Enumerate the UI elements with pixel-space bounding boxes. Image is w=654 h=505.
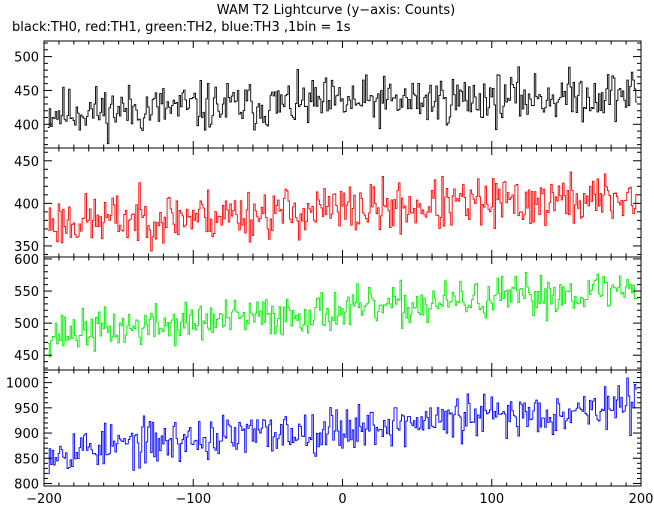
y-tick-label: 950	[14, 402, 39, 417]
panels-group: 400 450 500 350 400 450 450 500 550 600 800 850 900 9…	[6, 40, 642, 492]
panel-frame	[43, 40, 642, 149]
chart-title: WAM T2 Lightcurve (y−axis: Counts)	[217, 3, 455, 18]
y-tick-label: 350	[14, 240, 39, 255]
series-line-th3	[47, 377, 638, 475]
x-tick-label: 0	[338, 492, 346, 505]
panel-th2: 450 500 550 600	[14, 253, 642, 371]
y-tick-label: 600	[14, 253, 39, 268]
y-tick-label: 900	[14, 427, 39, 442]
x-axis-tick-labels: −200 −100 0 100 200	[26, 492, 653, 505]
series-line-th2	[47, 272, 638, 358]
x-tick-label: −200	[26, 492, 62, 505]
series-line-th0	[47, 66, 638, 145]
panel-th3: 800 850 900 950 1000	[6, 369, 642, 492]
y-tick-label: 450	[14, 349, 39, 364]
y-tick-label: 450	[14, 84, 39, 99]
panel-frame	[43, 369, 642, 487]
chart-subtitle: black:TH0, red:TH1, green:TH2, blue:TH3 …	[12, 20, 351, 35]
y-tick-label: 400	[14, 118, 39, 133]
panel-frame	[43, 256, 642, 371]
y-tick-label: 450	[14, 155, 39, 170]
y-tick-label: 500	[14, 317, 39, 332]
y-tick-label: 400	[14, 197, 39, 212]
y-tick-label: 500	[14, 51, 39, 66]
x-tick-label: −100	[175, 492, 211, 505]
y-tick-label: 800	[14, 477, 39, 492]
x-tick-label: 200	[629, 492, 654, 505]
panel-th0: 400 450 500	[14, 40, 642, 149]
y-tick-label: 1000	[6, 377, 39, 392]
x-tick-label: 100	[479, 492, 504, 505]
series-line-th1	[47, 171, 638, 252]
y-tick-label: 850	[14, 452, 39, 467]
panel-th1: 350 400 450	[14, 147, 642, 258]
panel-frame	[43, 147, 642, 258]
y-tick-label: 550	[14, 285, 39, 300]
